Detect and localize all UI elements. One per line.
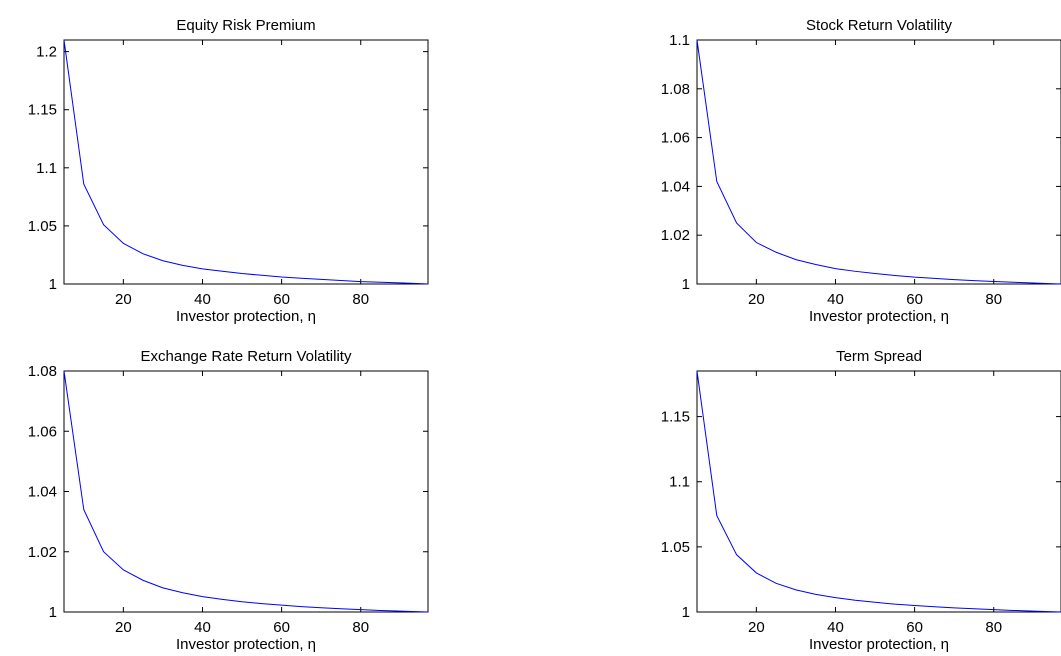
x-tick-label: 60: [273, 619, 290, 636]
y-tick-label: 1.1: [669, 32, 690, 49]
x-tick-label: 20: [115, 619, 132, 636]
plot-area: [696, 39, 1061, 285]
x-tick-label: 20: [748, 619, 765, 636]
chart-term-spread: Term Spread Investor protection, η 20 40 6…: [661, 348, 1061, 653]
x-tick-label: 40: [827, 619, 844, 636]
x-tick-label: 20: [115, 291, 132, 308]
x-axis-label: Investor protection, η: [176, 636, 316, 653]
plot-area: [696, 370, 1061, 613]
y-tick-label: 1.02: [28, 544, 57, 561]
x-tick-label: 60: [906, 291, 923, 308]
y-tick-label: 1.02: [661, 227, 690, 244]
chart-exchange-rate-return-volatility: Exchange Rate Return Volatility Investor…: [28, 348, 429, 653]
y-tick-label: 1.15: [28, 102, 57, 119]
y-tick-label: 1.1: [36, 160, 57, 177]
series-line: [696, 39, 1061, 285]
y-tick-label: 1: [682, 604, 690, 621]
x-tick-label: 80: [985, 619, 1002, 636]
x-axis-label: Investor protection, η: [809, 308, 949, 325]
x-tick-label: 20: [748, 291, 765, 308]
series-line: [696, 370, 1061, 613]
y-tick-label: 1.2: [36, 44, 57, 61]
x-tick-label: 40: [827, 291, 844, 308]
y-tick-label: 1: [49, 604, 57, 621]
y-tick-label: 1: [49, 276, 57, 293]
x-tick-label: 60: [273, 291, 290, 308]
plot-area: [63, 39, 429, 285]
y-tick-label: 1.08: [28, 363, 57, 380]
x-tick-label: 80: [352, 619, 369, 636]
x-tick-label: 40: [194, 291, 211, 308]
x-tick-label: 60: [906, 619, 923, 636]
x-axis-label: Investor protection, η: [809, 636, 949, 653]
y-tick-label: 1.05: [28, 218, 57, 235]
x-axis-label: Investor protection, η: [176, 308, 316, 325]
series-line: [63, 39, 429, 285]
tick-group: 20 40 60 80 1 1.05 1.1 1.15 1.2: [28, 40, 428, 308]
x-tick-label: 80: [985, 291, 1002, 308]
y-tick-label: 1.15: [661, 409, 690, 426]
chart-title: Stock Return Volatility: [806, 17, 952, 34]
chart-equity-risk-premium: Equity Risk Premium Investor protection,…: [28, 17, 429, 325]
tick-group: 20 40 60 80 1 1.02 1.04 1.06 1.08 1.1: [661, 32, 1061, 308]
chart-stock-return-volatility: Stock Return Volatility Investor protect…: [661, 17, 1061, 325]
y-tick-label: 1.08: [661, 81, 690, 98]
y-tick-label: 1.1: [669, 474, 690, 491]
y-tick-label: 1: [682, 276, 690, 293]
y-tick-label: 1.05: [661, 539, 690, 556]
y-tick-label: 1.06: [661, 130, 690, 147]
chart-title: Term Spread: [836, 348, 922, 365]
x-tick-label: 40: [194, 619, 211, 636]
series-line: [63, 370, 429, 613]
tick-group: 20 40 60 80 1 1.02 1.04 1.06 1.08: [28, 363, 428, 636]
chart-title: Equity Risk Premium: [176, 17, 315, 34]
chart-title: Exchange Rate Return Volatility: [141, 348, 352, 365]
x-tick-label: 80: [352, 291, 369, 308]
y-tick-label: 1.06: [28, 423, 57, 440]
y-tick-label: 1.04: [661, 178, 690, 195]
y-tick-label: 1.04: [28, 484, 57, 501]
plot-area: [63, 370, 429, 613]
tick-group: 20 40 60 80 1 1.05 1.1 1.15: [661, 371, 1061, 636]
